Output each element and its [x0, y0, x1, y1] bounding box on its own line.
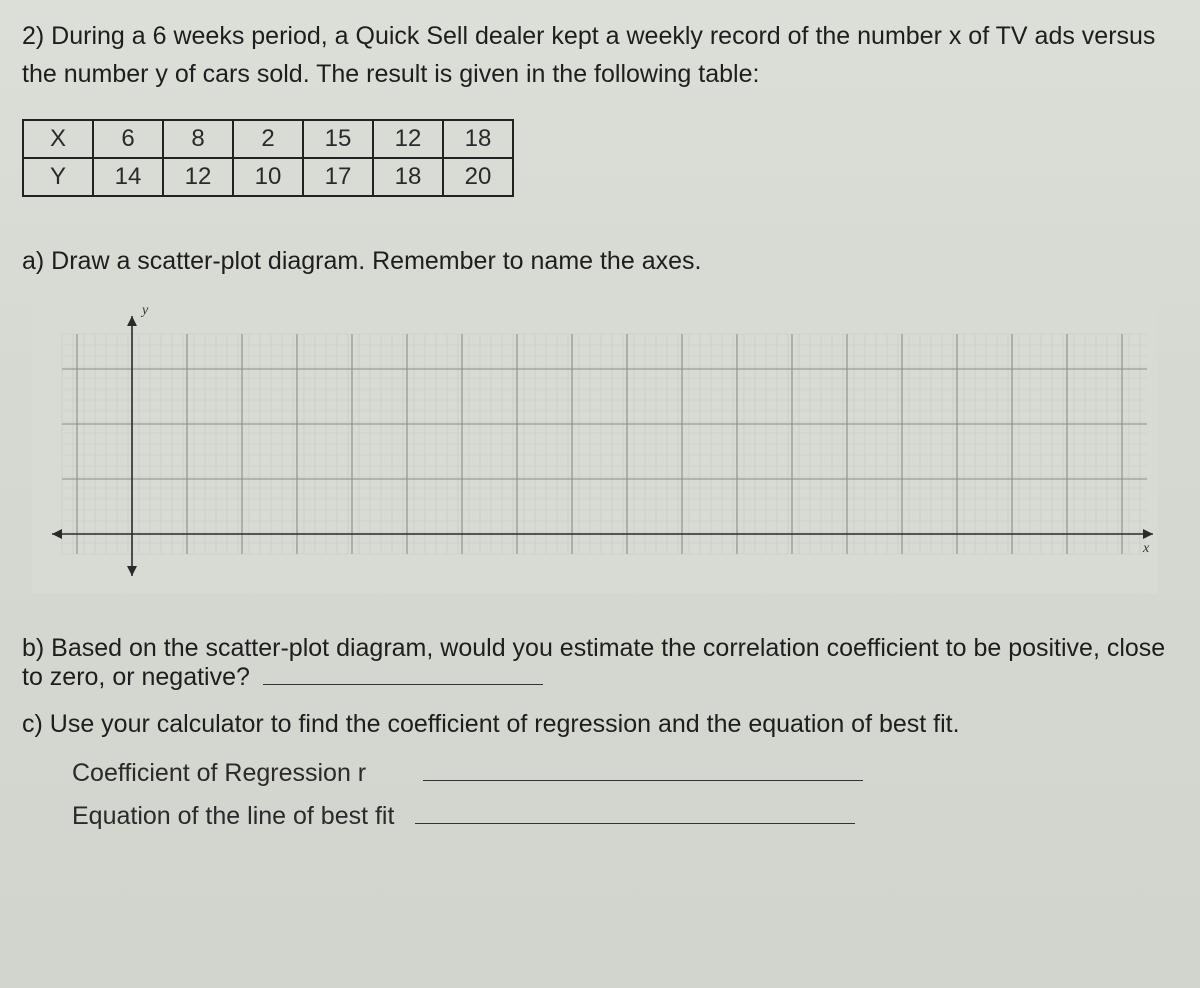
x-cell: 12	[373, 120, 443, 158]
y-cell: 17	[303, 158, 373, 196]
svg-text:x: x	[1142, 541, 1150, 556]
part-b-text: b) Based on the scatter-plot diagram, wo…	[22, 634, 1180, 692]
worksheet-page: 2) During a 6 weeks period, a Quick Sell…	[0, 0, 1200, 988]
x-cell: 6	[93, 120, 163, 158]
x-cell: 15	[303, 120, 373, 158]
svg-text:y: y	[140, 303, 149, 318]
row-y-label: Y	[23, 158, 93, 196]
x-cell: 2	[233, 120, 303, 158]
row-x-label: X	[23, 120, 93, 158]
coeff-label: Coefficient of Regression r	[72, 759, 366, 787]
part-c-answers: Coefficient of Regression r Equation of …	[22, 753, 1180, 838]
question-intro: 2) During a 6 weeks period, a Quick Sell…	[22, 18, 1180, 93]
x-cell: 18	[443, 120, 513, 158]
answer-blank-b[interactable]	[263, 664, 543, 685]
x-cell: 8	[163, 120, 233, 158]
y-cell: 12	[163, 158, 233, 196]
part-c-text: c) Use your calculator to find the coeff…	[22, 710, 1180, 739]
y-cell: 20	[443, 158, 513, 196]
y-cell: 14	[93, 158, 163, 196]
grid-svg: yx	[32, 294, 1157, 594]
answer-blank-eq[interactable]	[415, 803, 855, 824]
data-table: X 6 8 2 15 12 18 Y 14 12 10 17 18 20	[22, 119, 514, 197]
table-row: X 6 8 2 15 12 18	[23, 120, 513, 158]
scatter-grid: yx	[32, 294, 1157, 594]
part-a-text: a) Draw a scatter-plot diagram. Remember…	[22, 247, 1180, 276]
y-cell: 18	[373, 158, 443, 196]
equation-label: Equation of the line of best fit	[72, 802, 394, 830]
y-cell: 10	[233, 158, 303, 196]
part-b-label: b) Based on the scatter-plot diagram, wo…	[22, 634, 1165, 691]
table-row: Y 14 12 10 17 18 20	[23, 158, 513, 196]
answer-blank-r[interactable]	[423, 760, 863, 781]
